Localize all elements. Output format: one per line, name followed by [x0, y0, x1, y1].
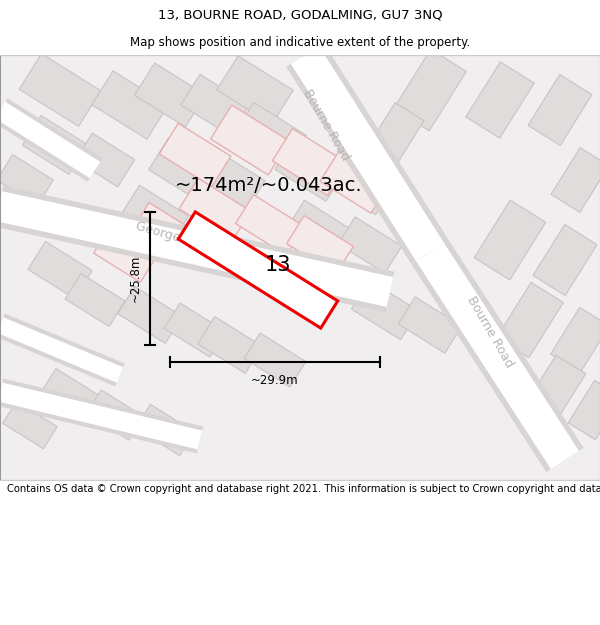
Polygon shape: [40, 369, 100, 421]
Text: ~174m²/~0.043ac.: ~174m²/~0.043ac.: [175, 176, 362, 194]
Polygon shape: [233, 102, 307, 168]
Text: Bourne Road: Bourne Road: [464, 294, 515, 370]
Polygon shape: [286, 200, 353, 260]
Polygon shape: [551, 308, 600, 372]
Polygon shape: [131, 202, 199, 261]
Polygon shape: [524, 355, 586, 425]
Polygon shape: [272, 129, 347, 196]
Polygon shape: [76, 133, 134, 187]
Polygon shape: [366, 102, 424, 168]
Polygon shape: [236, 194, 304, 256]
Polygon shape: [533, 224, 597, 296]
Polygon shape: [568, 381, 600, 439]
Polygon shape: [198, 317, 262, 373]
Polygon shape: [466, 62, 534, 138]
Polygon shape: [164, 303, 226, 357]
Polygon shape: [22, 116, 88, 174]
Text: Contains OS data © Crown copyright and database right 2021. This information is : Contains OS data © Crown copyright and d…: [7, 484, 600, 494]
Polygon shape: [19, 54, 101, 126]
Polygon shape: [159, 123, 231, 187]
Polygon shape: [134, 63, 206, 127]
Polygon shape: [149, 138, 221, 202]
Polygon shape: [287, 216, 353, 274]
Polygon shape: [118, 287, 182, 343]
Polygon shape: [94, 228, 156, 282]
Polygon shape: [338, 217, 402, 273]
Polygon shape: [178, 212, 338, 328]
Text: Map shows position and indicative extent of the property.: Map shows position and indicative extent…: [130, 36, 470, 49]
Polygon shape: [121, 185, 188, 245]
Text: ~29.9m: ~29.9m: [251, 374, 299, 387]
Text: Bourne Road: Bourne Road: [301, 87, 352, 163]
Polygon shape: [528, 74, 592, 146]
Text: 13, BOURNE ROAD, GODALMING, GU7 3NQ: 13, BOURNE ROAD, GODALMING, GU7 3NQ: [158, 9, 442, 22]
Polygon shape: [3, 401, 57, 449]
Polygon shape: [65, 274, 125, 326]
Polygon shape: [217, 56, 293, 124]
Polygon shape: [474, 200, 546, 280]
Polygon shape: [275, 139, 345, 201]
Polygon shape: [195, 149, 265, 211]
Polygon shape: [551, 148, 600, 213]
Polygon shape: [352, 280, 419, 340]
Text: 13: 13: [265, 255, 291, 275]
Polygon shape: [320, 151, 390, 213]
Text: George Road: George Road: [134, 219, 216, 254]
Polygon shape: [398, 297, 462, 353]
Polygon shape: [181, 74, 249, 136]
Polygon shape: [92, 71, 168, 139]
Polygon shape: [28, 241, 92, 299]
Polygon shape: [394, 49, 466, 131]
Polygon shape: [497, 282, 563, 357]
Polygon shape: [0, 154, 53, 206]
Polygon shape: [211, 105, 289, 175]
Polygon shape: [244, 333, 306, 387]
Polygon shape: [86, 390, 143, 440]
Polygon shape: [326, 155, 394, 215]
Polygon shape: [179, 178, 251, 242]
Text: ~25.8m: ~25.8m: [129, 255, 142, 302]
Polygon shape: [136, 404, 194, 456]
